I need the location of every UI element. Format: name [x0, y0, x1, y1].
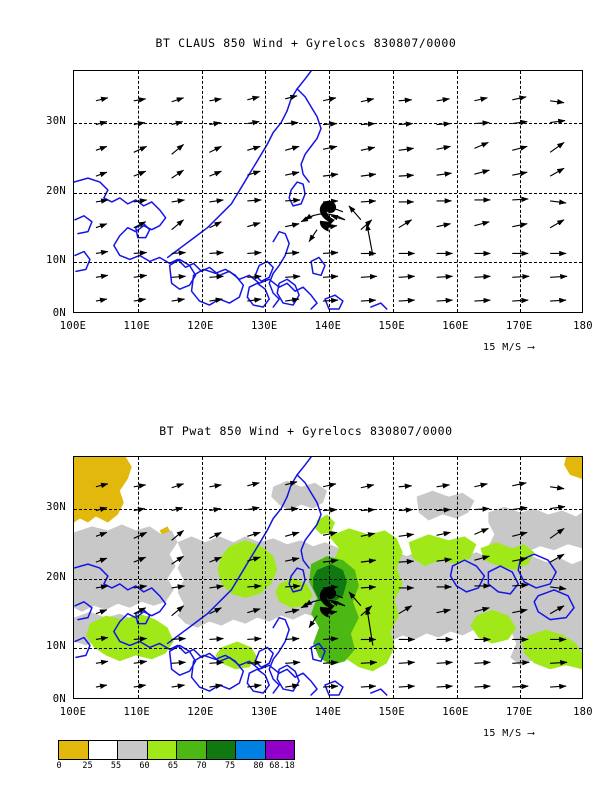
gridline-150E [392, 71, 394, 312]
panel-pwat-title: BT Pwat 850 Wind + Gyrelocs 830807/0000 [159, 424, 453, 438]
colorbar-swatch-7 [265, 741, 294, 759]
xtick-100E-pwat: 100E [59, 706, 87, 718]
wind-scale-value-pwat: 15 M/S [483, 728, 522, 739]
xtick-130E: 130E [251, 320, 278, 332]
xtick-170E-pwat: 170E [506, 706, 533, 718]
xtick-180-pwat: 180 [573, 706, 593, 718]
cyclone-symbol-claus [319, 200, 337, 232]
gridline-140E [329, 71, 330, 312]
colorbar-tick-7: 80 [253, 761, 264, 771]
xtick-140E-pwat: 140E [314, 706, 342, 718]
gridline-30N [74, 123, 582, 124]
colorbar-tick-0: 0 [56, 761, 62, 771]
gridline-130E [265, 71, 267, 312]
gridline-20N [74, 192, 582, 194]
gridline-120E-pwat [201, 457, 203, 698]
plot-area-claus [73, 70, 583, 313]
xtick-140E: 140E [314, 320, 342, 332]
colorbar-max-value: 68.18 [269, 761, 295, 771]
gridline-120E [201, 71, 203, 312]
gridline-10N [74, 262, 582, 263]
xtick-170E: 170E [506, 320, 533, 332]
wind-scale-arrow-icon: ⟶ [527, 342, 535, 353]
colorbar-swatch-6 [236, 741, 266, 759]
xtick-160E: 160E [442, 320, 469, 332]
panel-claus: BT CLAUS 850 Wind + Gyrelocs 830807/0000 [0, 0, 612, 370]
gridline-30N-pwat [74, 509, 582, 510]
colorbar-swatch-2 [118, 741, 148, 759]
xtick-110E-pwat: 110E [123, 706, 150, 718]
xtick-100E: 100E [59, 320, 87, 332]
colorbar-tick-1: 25 [82, 761, 93, 771]
ytick-10N-pwat: 10N [46, 640, 66, 652]
gridline-110E-pwat [137, 457, 139, 698]
ytick-0N-pwat: 0N [52, 693, 66, 705]
wind-scale-legend-claus: 15 M/S ⟶ [483, 342, 534, 353]
colorbar-swatch-0 [59, 741, 89, 759]
colorbar-tick-3: 60 [139, 761, 150, 771]
cyclone-symbol-pwat [319, 586, 337, 618]
gridline-130E-pwat [265, 457, 267, 698]
xtick-120E-pwat: 120E [187, 706, 214, 718]
gridline-170E [520, 71, 522, 312]
colorbar-swatch-3 [147, 741, 177, 759]
coastline-layer [74, 71, 388, 310]
gridline-160E-pwat [456, 457, 458, 698]
xtick-160E-pwat: 160E [442, 706, 469, 718]
ytick-20N: 20N [46, 185, 66, 197]
ytick-30N-pwat: 30N [46, 501, 66, 513]
ytick-0N: 0N [52, 307, 66, 319]
xtick-150E-pwat: 150E [378, 706, 405, 718]
colorbar-tick-5: 70 [196, 761, 207, 771]
colorbar-tick-4: 65 [167, 761, 179, 771]
gridline-170E-pwat [520, 457, 522, 698]
xtick-180: 180 [573, 320, 593, 332]
map-canvas-claus [74, 71, 568, 310]
xtick-120E: 120E [187, 320, 214, 332]
colorbar [58, 740, 295, 760]
xtick-130E-pwat: 130E [251, 706, 278, 718]
panel-pwat: BT Pwat 850 Wind + Gyrelocs 830807/0000 [0, 400, 612, 792]
gridline-150E-pwat [392, 457, 394, 698]
ytick-30N: 30N [46, 115, 66, 127]
gridline-160E [456, 71, 458, 312]
coastline-layer-pwat [74, 457, 575, 696]
wind-scale-arrow-icon-pwat: ⟶ [527, 728, 535, 739]
plot-area-pwat [73, 456, 583, 699]
ytick-20N-pwat: 20N [46, 571, 66, 583]
xtick-110E: 110E [123, 320, 150, 332]
colorbar-tick-2: 55 [110, 761, 122, 771]
wind-scale-value: 15 M/S [483, 342, 522, 353]
map-canvas-pwat [74, 457, 582, 696]
gridline-140E-pwat [329, 457, 330, 698]
colorbar-swatch-4 [177, 741, 207, 759]
ytick-10N: 10N [46, 254, 66, 266]
gridline-20N-pwat [74, 578, 582, 580]
xtick-150E: 150E [378, 320, 405, 332]
panel-claus-title: BT CLAUS 850 Wind + Gyrelocs 830807/0000 [155, 36, 457, 50]
gridline-110E [137, 71, 139, 312]
wind-scale-legend-pwat: 15 M/S ⟶ [483, 728, 534, 739]
colorbar-swatch-5 [206, 741, 236, 759]
colorbar-tick-6: 75 [224, 761, 236, 771]
wind-vector-layer [95, 94, 568, 304]
colorbar-swatch-1 [88, 741, 118, 759]
gridline-10N-pwat [74, 648, 582, 649]
